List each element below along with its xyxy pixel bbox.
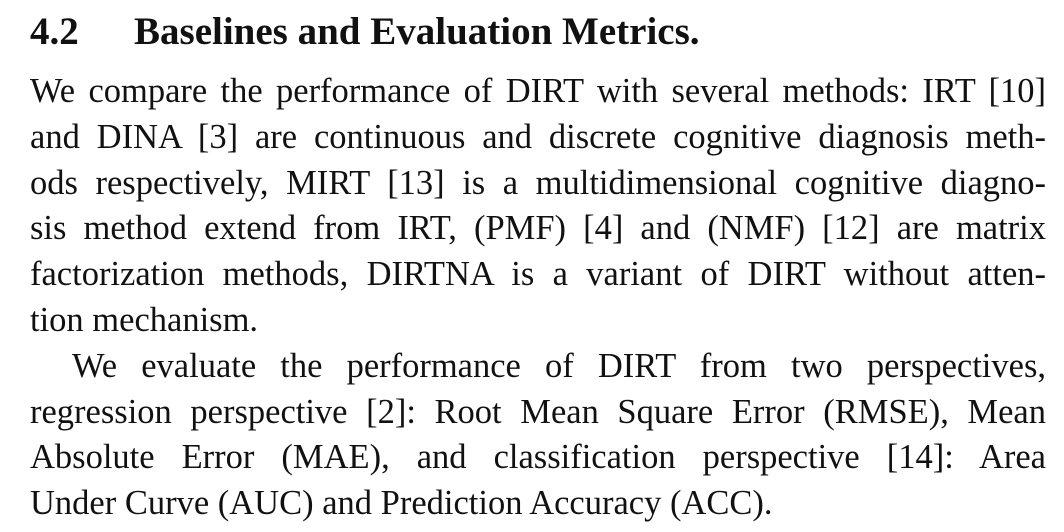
text-line: We evaluate the performance of DIRT from… [72, 346, 1046, 385]
section: 4.2 Baselines and Evaluation Metrics. We … [30, 0, 1046, 527]
paragraph-baselines: We compare the performance of DIRT with … [30, 69, 1046, 344]
paragraph-metrics: We evaluate the performance of DIRT from… [30, 344, 1046, 527]
text-line: factorization methods, DIRTNA is a varia… [30, 255, 1046, 294]
text-line: ods respectively, MIRT [13] is a multidi… [30, 163, 1046, 202]
text-line: Under Curve (AUC) and Prediction Accurac… [30, 484, 773, 523]
text-line: We compare the performance of DIRT with … [30, 72, 1046, 110]
text-line: Absolute Error (MAE), and classification… [30, 438, 1046, 477]
section-title: Baselines and Evaluation Metrics. [134, 10, 700, 53]
text-line: regression perspective [2]: Root Mean Sq… [30, 392, 1046, 431]
text-line: sis method extend from IRT, (PMF) [4] an… [30, 209, 1046, 248]
section-heading: 4.2 Baselines and Evaluation Metrics. [30, 9, 1046, 55]
text-line: tion mechanism. [30, 300, 259, 339]
section-number: 4.2 [30, 10, 79, 53]
text-line: and DINA [3] are continuous and discrete… [30, 117, 1046, 156]
